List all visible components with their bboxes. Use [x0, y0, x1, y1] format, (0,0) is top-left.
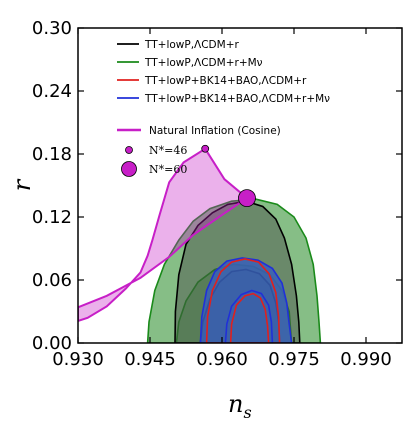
x-axis-label: ns: [228, 390, 252, 422]
x-tick-label: 0.960: [196, 349, 248, 370]
y-tick-label: 0.00: [32, 333, 72, 354]
y-tick-label: 0.06: [32, 270, 72, 291]
legend-entry-point: N*=60: [149, 163, 187, 176]
x-tick-label: 0.990: [340, 349, 392, 370]
legend-entry: TT+lowP,ΛCDM+r+Mν: [144, 57, 263, 69]
legend-entry: TT+lowP,ΛCDM+r: [144, 39, 239, 51]
y-tick-label: 0.30: [32, 18, 72, 39]
inflation-point-n60: [238, 189, 256, 208]
inflation-point-n46: [201, 144, 210, 153]
y-axis-label: r: [8, 178, 36, 191]
legend-entry-inflation: Natural Inflation (Cosine): [149, 125, 281, 137]
contour-red-inner: [229, 292, 270, 343]
y-tick-label: 0.24: [32, 81, 72, 102]
contour-blue-inner: [224, 289, 274, 343]
x-tick-label: 0.945: [124, 349, 176, 370]
plot-frame: [77, 27, 403, 344]
legend: TT+lowP,ΛCDM+r TT+lowP,ΛCDM+r+Mν TT+lowP+B…: [117, 39, 330, 177]
legend-entry: TT+lowP+BK14+BAO,ΛCDM+r+Mν: [144, 93, 330, 105]
y-tick-label: 0.12: [32, 207, 72, 228]
legend-marker-n60: [121, 161, 137, 177]
natural-inflation-band: [78, 147, 249, 322]
axis-ticks: 0.930 0.945 0.960 0.975 0.990 0.00 0.06 0.12 0.1…: [32, 18, 402, 370]
legend-marker-n46: [125, 146, 133, 154]
legend-entry-point: N*=46: [149, 144, 187, 157]
y-tick-label: 0.18: [32, 144, 72, 165]
contour-blue-outer: [199, 257, 293, 343]
plot-area: [77, 27, 403, 344]
x-tick-label: 0.975: [268, 349, 320, 370]
legend-entry: TT+lowP+BK14+BAO,ΛCDM+r: [144, 75, 307, 87]
x-tick-label: 0.930: [52, 349, 104, 370]
contour-red-outer: [205, 258, 281, 343]
